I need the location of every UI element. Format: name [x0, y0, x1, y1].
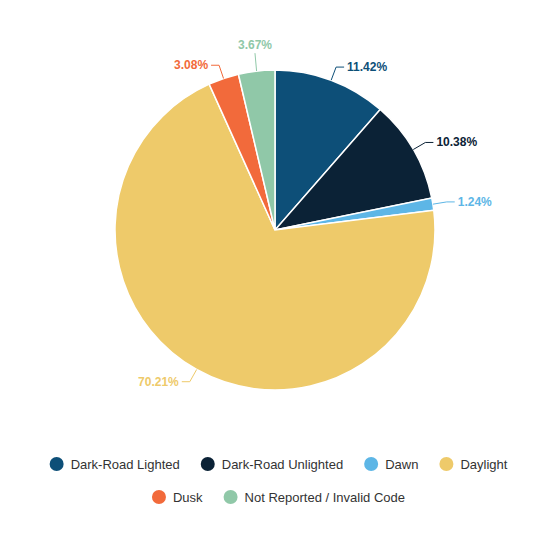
legend-swatch: [50, 457, 64, 471]
legend-label: Not Reported / Invalid Code: [245, 490, 405, 505]
pie: [115, 70, 435, 390]
data-label: 3.67%: [238, 38, 272, 52]
data-label: 70.21%: [138, 375, 179, 389]
legend-label: Daylight: [460, 457, 507, 472]
data-label: 11.42%: [347, 60, 387, 74]
legend-swatch: [224, 490, 238, 504]
legend-swatch: [152, 490, 166, 504]
legend-item: Daylight: [439, 457, 507, 472]
legend-label: Dawn: [385, 457, 418, 472]
data-label: 3.08%: [174, 58, 208, 72]
legend-item: Not Reported / Invalid Code: [224, 490, 405, 505]
legend-label: Dark-Road Lighted: [71, 457, 180, 472]
legend-item: Dusk: [152, 490, 203, 505]
legend-item: Dark-Road Lighted: [50, 457, 180, 472]
legend-label: Dark-Road Unlighted: [222, 457, 343, 472]
leader-line: [433, 202, 455, 204]
data-label: 1.24%: [458, 195, 492, 209]
legend-swatch: [364, 457, 378, 471]
data-label: 10.38%: [436, 135, 477, 149]
leader-line: [331, 67, 344, 80]
legend-item: Dark-Road Unlighted: [201, 457, 343, 472]
legend-swatch: [201, 457, 215, 471]
pie-slice: [238, 70, 275, 230]
chart: 11.42% 10.38% 1.24% 70.21% 3.08% 3.67% Dark-Ro…: [0, 0, 550, 538]
legend-swatch: [439, 457, 453, 471]
leader-line: [255, 53, 257, 71]
leader-line: [211, 65, 224, 78]
data-labels: 11.42% 10.38% 1.24% 70.21% 3.08% 3.67%: [138, 38, 492, 389]
leader-line: [182, 370, 197, 382]
legend-item: Dawn: [364, 457, 418, 472]
legend: Dark-Road Lighted Dark-Road Unlighted Dawn…: [50, 457, 508, 505]
leader-line: [413, 142, 433, 149]
legend-label: Dusk: [173, 490, 203, 505]
